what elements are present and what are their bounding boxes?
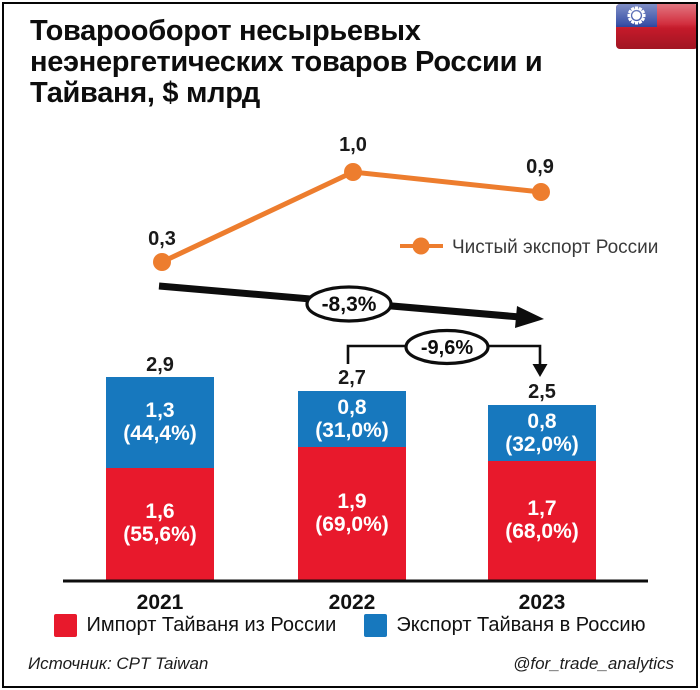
- net-export-label-2023: 0,9: [526, 156, 554, 178]
- year-label-2023: 2023: [519, 591, 566, 614]
- bar-2023-import-pct: (68,0%): [505, 520, 579, 543]
- bar-2023-export: [488, 405, 596, 461]
- bar-2022-export: [298, 391, 406, 447]
- bar-2023-export-value: 0,8: [527, 410, 557, 433]
- bar-2021-import: [106, 468, 214, 580]
- bar-2022-import-pct: (69,0%): [315, 513, 389, 536]
- author-handle: @for_trade_analytics: [513, 654, 674, 673]
- page-title: Товарооборот несырьевых неэнергетических…: [30, 15, 543, 109]
- net-export-point-2022: [344, 163, 362, 181]
- bar-2021-export-value: 1,3: [145, 399, 174, 422]
- legend-item-export: Экспорт Тайваня в Россию: [364, 614, 646, 637]
- net-export-point-2021: [153, 253, 171, 271]
- bar-2022-import-value: 1,9: [337, 490, 366, 513]
- bars-2022: 2,7 0,8 (31,0%) 1,9 (69,0%): [298, 367, 406, 580]
- legend-label-export: Экспорт Тайваня в Россию: [396, 614, 646, 636]
- net-export-line-series: 0,3 1,0 0,9: [148, 134, 554, 271]
- net-export-point-2023: [532, 183, 550, 201]
- bar-2023-export-pct: (32,0%): [505, 433, 579, 456]
- yoy-decline-label: -9,6%: [421, 337, 473, 359]
- bar-2022-import: [298, 447, 406, 580]
- legend-item-import: Импорт Тайваня из России: [54, 614, 336, 637]
- arrow-head-icon: [515, 306, 544, 328]
- bar-2022-export-value: 0,8: [337, 396, 367, 419]
- arrow-head-down-icon: [532, 364, 548, 377]
- taiwan-flag-icon: [616, 4, 698, 49]
- bars-2023: 2,5 0,8 (32,0%) 1,7 (68,0%): [488, 381, 596, 580]
- bar-2022-export-pct: (31,0%): [315, 419, 389, 442]
- bar-2021-export-pct: (44,4%): [123, 422, 197, 445]
- bar-2021-export: [106, 377, 214, 468]
- bar-legend: Импорт Тайваня из России Экспорт Тайваня…: [0, 614, 700, 637]
- total-decline-label: -8,3%: [322, 293, 377, 316]
- bar-total-label-2022: 2,7: [338, 367, 366, 389]
- line-legend: Чистый экспорт России: [400, 237, 658, 258]
- source-credit: Источник: CPT Taiwan: [28, 654, 209, 673]
- year-label-2022: 2022: [329, 591, 376, 614]
- net-export-label-2021: 0,3: [148, 228, 176, 250]
- decline-badge-ellipse: [404, 328, 490, 366]
- total-decline-arrow: -8,3%: [158, 282, 544, 328]
- decline-badge-ellipse: [305, 285, 393, 323]
- year-label-2021: 2021: [137, 591, 184, 614]
- legend-label-import: Импорт Тайваня из России: [86, 614, 337, 636]
- line-legend-label: Чистый экспорт России: [452, 237, 658, 258]
- bar-2023-import: [488, 461, 596, 580]
- bar-2021-import-pct: (55,6%): [123, 523, 197, 546]
- net-export-label-2022: 1,0: [339, 134, 367, 156]
- export-swatch-icon: [364, 614, 388, 637]
- footer: Источник: CPT Taiwan @for_trade_analytic…: [28, 654, 674, 674]
- yoy-decline-arrow: -9,6%: [346, 328, 548, 377]
- bar-2023-import-value: 1,7: [527, 497, 556, 520]
- bar-total-label-2023: 2,5: [528, 381, 556, 403]
- import-swatch-icon: [54, 614, 78, 637]
- bar-total-label-2021: 2,9: [146, 354, 174, 376]
- bars-2021: 2,9 1,3 (44,4%) 1,6 (55,6%): [106, 354, 214, 580]
- line-legend-dot-icon: [412, 237, 430, 255]
- bar-2021-import-value: 1,6: [145, 500, 174, 523]
